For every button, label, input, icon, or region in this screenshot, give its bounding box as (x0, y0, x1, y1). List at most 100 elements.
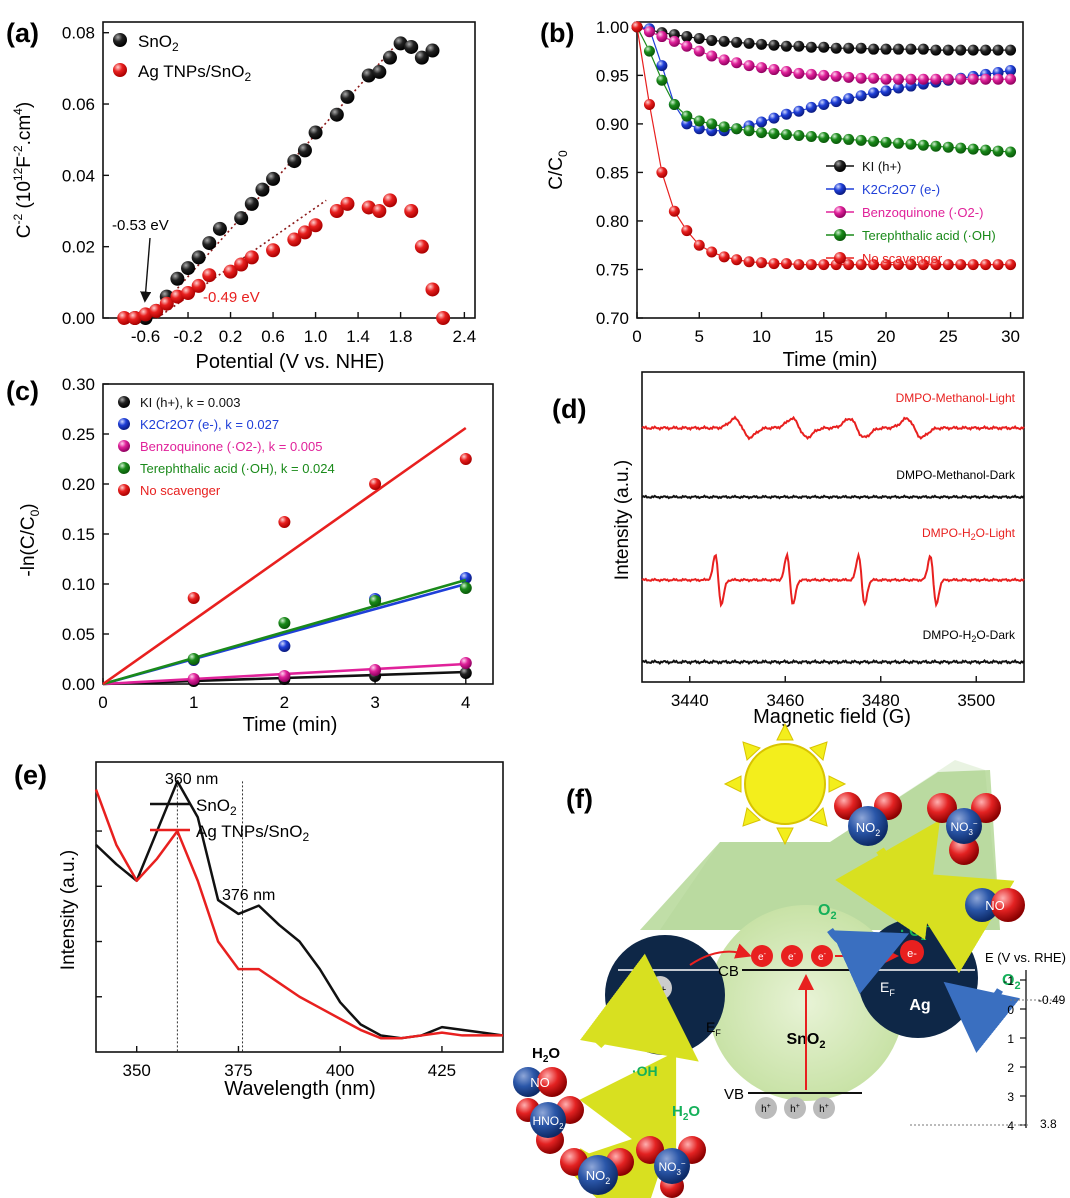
data-point-b-2 (780, 65, 792, 77)
data-point-b-2 (643, 26, 655, 38)
data-point-b-2 (805, 68, 817, 80)
x-tick-label: 0 (98, 693, 107, 712)
data-point-b-3 (905, 138, 917, 150)
data-point-b-1 (756, 116, 768, 128)
x-tick-label: 0.2 (219, 327, 243, 346)
panel-e-chart: 350 375 400 425 SnO2 Ag TNPs/SnO2 360 nm 37… (58, 761, 504, 1100)
data-point-a-1 (202, 268, 217, 283)
legend-c-marker (118, 418, 130, 430)
data-point-c-2 (459, 657, 472, 669)
panel-b-chart: 0 5 10 15 20 25 30 0.70 0.75 0.80 0.85 0.90 0.95 1.00… (546, 18, 1024, 371)
legend-c-label-4: No scavenger (140, 483, 221, 498)
data-point-a-0 (297, 143, 312, 158)
data-point-a-1 (404, 204, 419, 219)
data-point-a-0 (212, 221, 227, 236)
fit-line-c-4 (102, 426, 467, 686)
axis-c-xlabel: Time (min) (243, 714, 338, 736)
data-point-b-4 (731, 254, 743, 266)
data-point-b-0 (718, 35, 730, 47)
x-tick-label: 10 (752, 327, 771, 346)
no3-molecule-top: NO3− (927, 793, 1001, 865)
data-point-b-2 (843, 71, 855, 83)
data-point-b-2 (830, 70, 842, 82)
data-point-b-3 (780, 129, 792, 141)
axis-b-xlabel: Time (min) (783, 349, 878, 371)
data-point-b-4 (992, 259, 1004, 271)
data-point-b-4 (868, 259, 880, 271)
svg-text:h+: h+ (819, 1103, 829, 1115)
data-point-c-3 (187, 653, 200, 665)
energy-tick-label: 2 (1007, 1061, 1014, 1075)
energy-tick-label: 3 (1007, 1090, 1014, 1104)
data-point-a-0 (170, 271, 185, 286)
data-point-b-1 (855, 90, 867, 102)
axis-a-ylabel: C-2 (1012F-2.cm4) (11, 102, 35, 238)
data-point-b-4 (780, 258, 792, 270)
data-point-b-3 (880, 136, 892, 148)
data-point-c-3 (459, 582, 472, 594)
data-point-b-1 (793, 105, 805, 117)
axis-e-ylabel: Intensity (a.u.) (58, 850, 79, 970)
legend-b-label-4: No scavenger (862, 251, 943, 266)
holes-vb: h+ h+ h+ (755, 1097, 835, 1119)
data-point-b-2 (942, 73, 954, 85)
data-point-b-4 (805, 259, 817, 271)
data-point-a-1 (127, 311, 142, 325)
data-point-b-0 (731, 36, 743, 48)
data-point-c-3 (369, 595, 382, 607)
data-point-b-0 (855, 42, 867, 54)
no3-molecule-bottom: NO3− (636, 1136, 706, 1198)
data-point-a-0 (308, 125, 323, 140)
data-point-b-2 (756, 62, 768, 74)
data-point-b-3 (793, 130, 805, 142)
x-tick-label: 2 (280, 693, 289, 712)
data-point-b-2 (1005, 73, 1017, 85)
data-point-b-4 (1005, 259, 1017, 271)
svg-text:e-: e- (788, 951, 797, 963)
data-point-b-3 (706, 118, 718, 130)
y-tick-label: 0.75 (596, 260, 629, 279)
x-tick-label: -0.6 (131, 327, 160, 346)
data-point-a-1 (414, 239, 429, 254)
data-point-a-1 (170, 289, 185, 304)
data-point-b-1 (805, 101, 817, 113)
legend-a-ag: Ag TNPs/SnO2 (138, 62, 251, 84)
data-point-a-1 (223, 264, 238, 279)
data-point-a-1 (436, 311, 451, 325)
axis-a-xlabel: Potential (V vs. NHE) (196, 351, 385, 373)
annotation-376nm: 376 nm (222, 887, 275, 904)
x-tick-label: 3460 (766, 691, 804, 710)
data-point-b-3 (980, 144, 992, 156)
data-point-b-4 (743, 256, 755, 268)
data-point-b-4 (880, 259, 892, 271)
data-point-b-3 (868, 135, 880, 147)
data-point-b-4 (656, 166, 668, 178)
data-point-b-2 (718, 54, 730, 66)
data-point-a-1 (234, 257, 249, 272)
data-point-b-4 (718, 251, 730, 263)
data-point-b-3 (942, 141, 954, 153)
data-point-b-0 (805, 41, 817, 53)
series-line-e-1 (94, 789, 503, 1040)
data-point-b-4 (855, 259, 867, 271)
legend-e-ag: Ag TNPs/SnO2 (196, 822, 309, 844)
x-tick-label: 375 (224, 1061, 252, 1080)
hno2-molecule: HNO2 (516, 1096, 584, 1154)
data-point-a-1 (382, 193, 397, 208)
data-point-b-2 (992, 73, 1004, 85)
label-dmpo-methanol-light: DMPO-Methanol-Light (896, 391, 1016, 405)
y-tick-label: 0.05 (62, 625, 95, 644)
y-tick-label: 0.08 (62, 24, 95, 43)
data-point-b-2 (668, 35, 680, 47)
data-point-b-0 (818, 41, 830, 53)
svg-text:e-: e- (758, 951, 767, 963)
energy-tick-label: -1 (1003, 974, 1014, 988)
data-point-b-1 (818, 98, 830, 110)
legend-c-marker (118, 396, 130, 408)
y-tick-label: 0.00 (62, 309, 95, 328)
annotation-360nm: 360 nm (165, 771, 218, 788)
panel-label-c: (c) (6, 376, 39, 406)
data-point-b-0 (743, 37, 755, 49)
legend-b-label-3: Terephthalic acid (·OH) (862, 228, 996, 243)
data-point-b-2 (892, 73, 904, 85)
